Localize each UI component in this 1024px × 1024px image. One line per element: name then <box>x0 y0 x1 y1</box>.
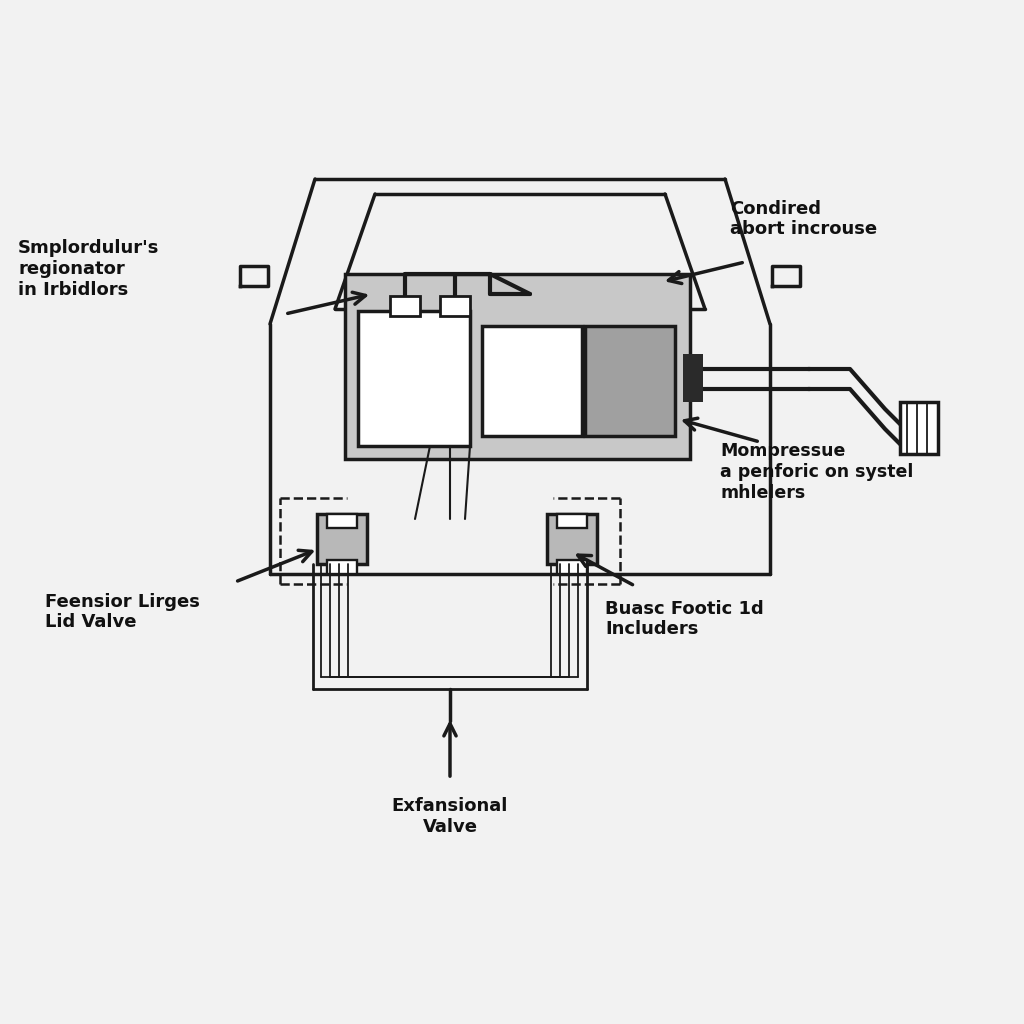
Bar <box>585 326 675 436</box>
Text: Feensior Lirges
Lid Valve: Feensior Lirges Lid Valve <box>45 593 200 632</box>
Text: Condired
abort incrouse: Condired abort incrouse <box>730 200 878 239</box>
Bar <box>390 296 420 316</box>
Text: Exfansional
Valve: Exfansional Valve <box>392 797 508 836</box>
Bar <box>345 274 690 459</box>
Bar <box>358 311 470 446</box>
Text: Buasc Footic 1d
Includers: Buasc Footic 1d Includers <box>605 600 764 638</box>
Bar <box>440 296 470 316</box>
Bar <box>683 354 703 402</box>
Text: Smplordulur's
regionator
in Irbidlors: Smplordulur's regionator in Irbidlors <box>18 240 160 299</box>
Bar <box>547 514 597 564</box>
Bar <box>557 560 587 574</box>
Bar <box>327 560 357 574</box>
Text: Mompressue
a penforic on systel
mhlelers: Mompressue a penforic on systel mhlelers <box>720 442 913 502</box>
Bar <box>317 514 367 564</box>
Bar <box>900 402 938 454</box>
Bar <box>557 514 587 528</box>
Bar <box>482 326 582 436</box>
Bar <box>327 514 357 528</box>
